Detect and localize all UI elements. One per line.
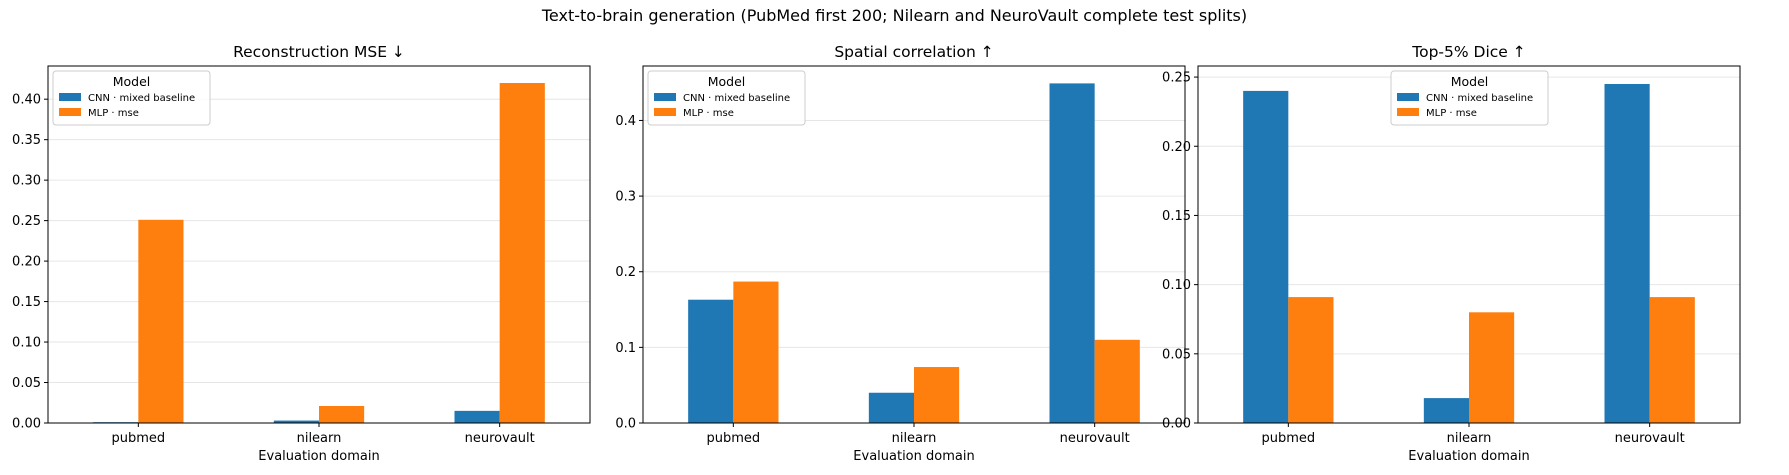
legend-swatch-1 — [654, 93, 676, 101]
bar-nilearn-series-1 — [273, 420, 319, 423]
x-tick-label: pubmed — [111, 431, 165, 446]
y-tick-label: 0.1 — [615, 341, 636, 356]
legend: Model CNN · mixed baseline MLP · mse — [647, 70, 806, 126]
bar-nilearn-series-1 — [1423, 398, 1469, 423]
legend-swatch-1 — [1397, 93, 1419, 101]
legend-label: CNN · mixed baseline — [88, 93, 195, 104]
bar-nilearn-series-2 — [914, 367, 960, 423]
bar-pubmed-series-1 — [688, 299, 734, 423]
bar-neurovault-series-1 — [1049, 83, 1095, 424]
bar-neurovault-series-1 — [1604, 83, 1650, 423]
legend-title: Model — [113, 74, 151, 89]
bar-pubmed-series-2 — [138, 219, 184, 423]
x-tick-label: pubmed — [1261, 431, 1315, 446]
y-tick-label: 0.00 — [12, 417, 41, 432]
y-tick-label: 0.35 — [12, 133, 41, 148]
bar-neurovault-series-2 — [499, 83, 545, 423]
legend-label: MLP · mse — [683, 108, 734, 119]
legend-label: MLP · mse — [1426, 108, 1477, 119]
legend: Model CNN · mixed baseline MLP · mse — [1390, 70, 1549, 126]
legend-swatch-1 — [59, 93, 81, 101]
y-tick-label: 0.10 — [1162, 278, 1191, 293]
x-axis-label: Evaluation domain — [853, 449, 974, 464]
legend-box — [647, 70, 806, 126]
y-tick-label: 0.0 — [615, 417, 636, 432]
bar-neurovault-series-2 — [1649, 297, 1695, 423]
x-tick-label: neurovault — [1060, 431, 1130, 446]
legend-box — [1390, 70, 1549, 126]
bar-pubmed-series-2 — [1288, 297, 1334, 423]
chart-title: Top-5% Dice ↑ — [1411, 43, 1525, 61]
legend-swatch-2 — [1397, 108, 1419, 116]
bar-neurovault-series-1 — [454, 410, 500, 423]
x-axis-label: Evaluation domain — [258, 449, 379, 464]
figure-title: Text-to-brain generation (PubMed first 2… — [541, 6, 1248, 25]
x-tick-label: nilearn — [1447, 431, 1492, 446]
legend-label: MLP · mse — [88, 108, 139, 119]
y-tick-label: 0.4 — [615, 114, 636, 129]
chart-title: Spatial correlation ↑ — [834, 43, 993, 61]
bar-nilearn-series-2 — [1469, 312, 1515, 423]
legend-swatch-2 — [654, 108, 676, 116]
x-tick-label: pubmed — [706, 431, 760, 446]
y-tick-label: 0.20 — [12, 255, 41, 270]
bar-pubmed-series-2 — [733, 281, 779, 423]
legend-label: CNN · mixed baseline — [683, 93, 790, 104]
x-axis-label: Evaluation domain — [1408, 449, 1529, 464]
legend-title: Model — [1451, 74, 1489, 89]
legend-title: Model — [708, 74, 746, 89]
x-tick-label: neurovault — [1615, 431, 1685, 446]
y-tick-label: 0.20 — [1162, 140, 1191, 155]
chart-panel-2: 0.0 0.1 0.2 0.3 0.4 pubmed nilearn neurovault Ev… — [615, 43, 1186, 464]
y-tick-label: 0.3 — [615, 190, 636, 205]
legend-swatch-2 — [59, 108, 81, 116]
bar-neurovault-series-2 — [1094, 339, 1140, 423]
y-tick-label: 0.15 — [1162, 209, 1191, 224]
y-tick-label: 0.25 — [12, 214, 41, 229]
legend-box — [52, 70, 211, 126]
y-tick-label: 0.2 — [615, 265, 636, 280]
y-tick-label: 0.05 — [1162, 347, 1191, 362]
y-tick-label: 0.10 — [12, 336, 41, 351]
chart-panel-3: 0.00 0.05 0.10 0.15 0.20 0.25 pubmed nilearn neu… — [1162, 43, 1741, 464]
legend: Model CNN · mixed baseline MLP · mse — [52, 70, 211, 126]
y-tick-label: 0.40 — [12, 93, 41, 108]
bar-pubmed-series-1 — [1243, 90, 1289, 423]
x-tick-label: nilearn — [892, 431, 937, 446]
x-tick-label: neurovault — [465, 431, 535, 446]
chart-panel-1: 0.00 0.05 0.10 0.15 0.20 0.25 0.30 0.35 0.40 pubm… — [12, 43, 591, 464]
y-tick-label: 0.05 — [12, 376, 41, 391]
y-tick-label: 0.30 — [12, 174, 41, 189]
chart-title: Reconstruction MSE ↓ — [233, 43, 405, 61]
x-tick-label: nilearn — [297, 431, 342, 446]
bar-nilearn-series-1 — [868, 392, 914, 423]
y-tick-label: 0.00 — [1162, 417, 1191, 432]
bar-nilearn-series-2 — [319, 406, 365, 423]
legend-label: CNN · mixed baseline — [1426, 93, 1533, 104]
y-tick-label: 0.15 — [12, 295, 41, 310]
y-tick-label: 0.25 — [1162, 71, 1191, 86]
